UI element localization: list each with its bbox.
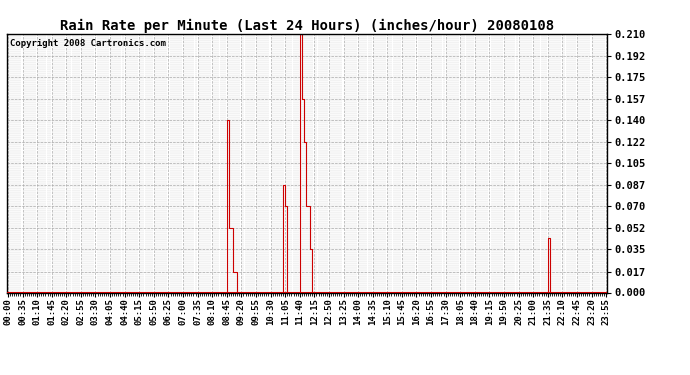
Title: Rain Rate per Minute (Last 24 Hours) (inches/hour) 20080108: Rain Rate per Minute (Last 24 Hours) (in… — [60, 18, 554, 33]
Text: Copyright 2008 Cartronics.com: Copyright 2008 Cartronics.com — [10, 39, 166, 48]
